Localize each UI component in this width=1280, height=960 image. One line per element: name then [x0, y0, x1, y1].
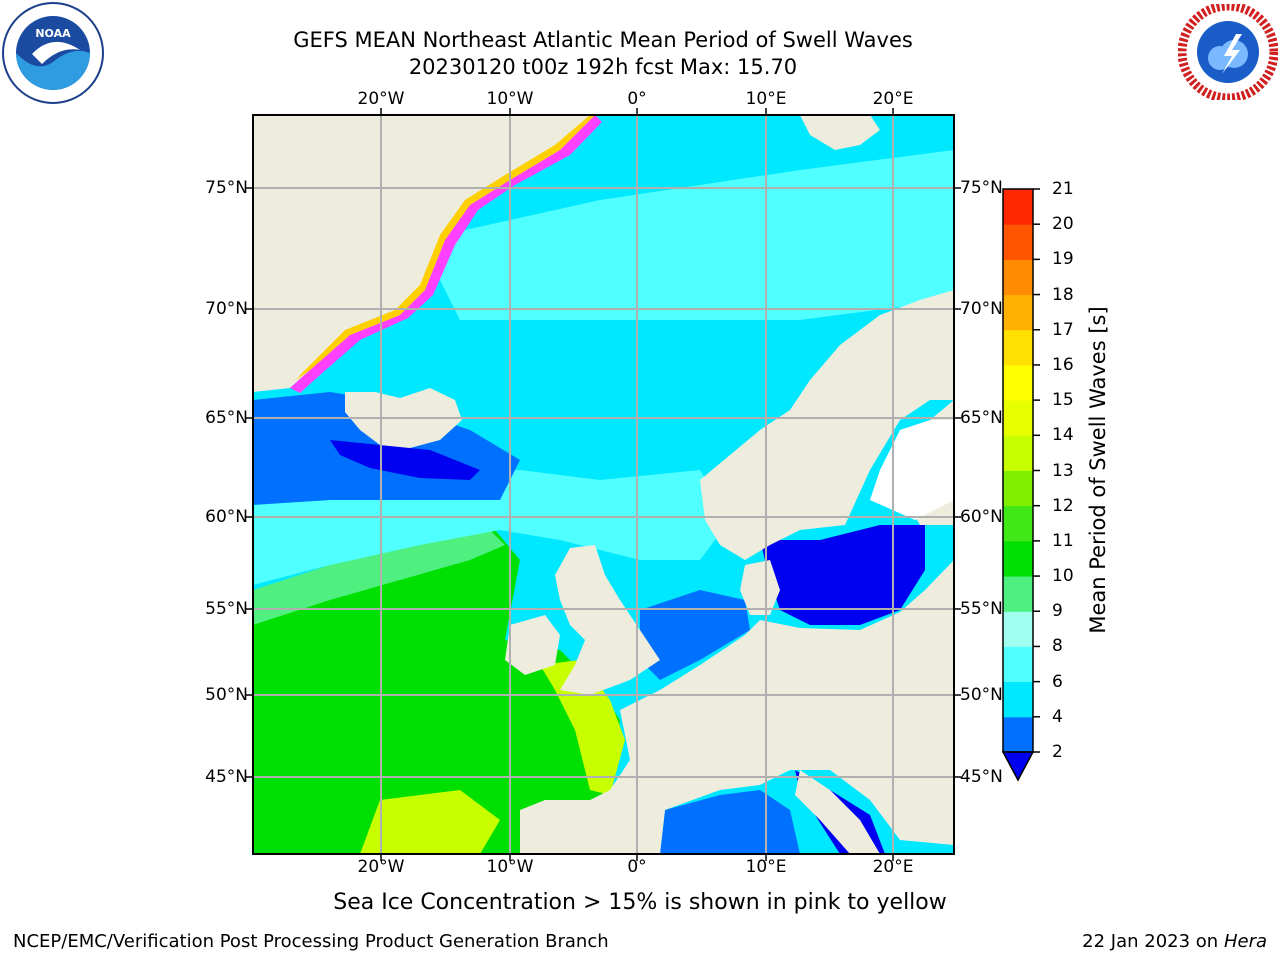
- noaa-logo-icon: NOAA: [2, 2, 104, 104]
- colorbar-tick-label: 18: [1052, 284, 1074, 305]
- nws-logo-icon: [1178, 4, 1278, 100]
- colorbar-tick-label: 16: [1052, 354, 1074, 375]
- swell-zone-light-cyan-north: [420, 150, 954, 320]
- continental-europe-land: [520, 560, 954, 854]
- svg-text:NOAA: NOAA: [35, 27, 71, 40]
- sea-ice-band: [290, 115, 602, 393]
- colorbar-segment: [1003, 470, 1033, 507]
- lat-label-left: 70°N: [205, 299, 248, 319]
- lat-label-left: 75°N: [205, 178, 248, 198]
- colorbar-segment: [1003, 189, 1033, 225]
- footer-date-text: 22 Jan 2023 on: [1082, 931, 1219, 952]
- lon-label-top: 20°W: [357, 89, 405, 109]
- gulf-of-bothnia: [870, 420, 954, 520]
- colorbar-segment: [1003, 400, 1033, 436]
- greenland-land: [253, 115, 595, 392]
- lon-label-top: 10°W: [486, 89, 534, 109]
- denmark-land: [740, 560, 780, 615]
- footer-organization: NCEP/EMC/Verification Post Processing Pr…: [13, 931, 609, 952]
- colorbar-tick-label: 15: [1052, 390, 1074, 411]
- footer-host: Hera: [1223, 931, 1267, 952]
- colorbar-tick-label: 2: [1052, 742, 1063, 762]
- swell-zone-yellow-green: [360, 790, 500, 854]
- lon-label-bottom: 10°W: [486, 857, 534, 877]
- colorbar-tick-label: 12: [1052, 495, 1074, 516]
- lat-label-left: 50°N: [205, 685, 248, 705]
- sea-ice-caption: Sea Ice Concentration > 15% is shown in …: [333, 890, 947, 915]
- colorbar-segment: [1003, 576, 1033, 612]
- colorbar-segment: [1003, 259, 1033, 296]
- lat-label-right: 65°N: [960, 408, 1003, 428]
- ireland-land: [505, 615, 560, 675]
- colorbar-segment: [1003, 294, 1033, 331]
- colorbar-segment: [1003, 505, 1033, 542]
- lon-label-bottom: 10°E: [745, 857, 787, 877]
- colorbar-tick-label: 11: [1052, 530, 1074, 551]
- lat-label-left: 65°N: [205, 408, 248, 428]
- colorbar-tick-label: 10: [1052, 566, 1074, 587]
- lat-label-right: 75°N: [960, 178, 1003, 198]
- colorbar-segment: [1003, 329, 1033, 366]
- colorbar-tick-label: 14: [1052, 425, 1074, 446]
- swell-zone-green: [253, 530, 620, 854]
- colorbar-tick-label: 9: [1052, 601, 1063, 622]
- chart-subtitle: 20230120 t00z 192h fcst Max: 15.70: [408, 55, 798, 79]
- scandinavia-land: [700, 290, 954, 560]
- lat-label-right: 60°N: [960, 507, 1003, 527]
- colorbar-segment: [1003, 364, 1033, 401]
- colorbar-tick-label: 4: [1052, 706, 1063, 727]
- map-frame: [252, 114, 955, 855]
- lon-label-top: 20°E: [872, 89, 914, 109]
- map-ticks: [246, 108, 961, 861]
- lon-label-top: 10°E: [745, 89, 787, 109]
- colorbar-segment: [1003, 540, 1033, 577]
- colorbar-segment: [1003, 435, 1033, 471]
- colorbar-segment: [1003, 611, 1033, 647]
- footer-date: 22 Jan 2023 on Hera: [1082, 931, 1267, 952]
- colorbar-tick-label: 20: [1052, 214, 1074, 235]
- colorbar-tick-label: 8: [1052, 636, 1063, 657]
- colorbar-segment: [1003, 224, 1033, 260]
- colorbar-tick-label: 6: [1052, 671, 1063, 692]
- swell-zone-light-green: [253, 530, 505, 625]
- lat-label-right: 55°N: [960, 599, 1003, 619]
- colorbar-segment: [1003, 716, 1033, 753]
- colorbar-tick-label: 21: [1052, 179, 1074, 199]
- lon-label-bottom: 20°E: [872, 857, 914, 877]
- colorbar-tick-label: 17: [1052, 319, 1074, 340]
- svalbard-land: [800, 115, 880, 150]
- colorbar-tick-label: 13: [1052, 460, 1074, 481]
- colorbar-tick-label: 19: [1052, 249, 1074, 270]
- swell-zone-blue-northsea: [640, 590, 750, 680]
- italy-land: [795, 770, 880, 854]
- lat-label-right: 45°N: [960, 767, 1003, 787]
- lat-label-left: 55°N: [205, 599, 248, 619]
- lon-label-top: 0°: [627, 89, 647, 109]
- swell-zone-baltic: [760, 525, 925, 625]
- colorbar-extend-low: [1001, 751, 1035, 782]
- graticule: [253, 115, 954, 854]
- swell-zone-dark-blue-iceland: [330, 440, 480, 480]
- lon-label-bottom: 0°: [627, 857, 647, 877]
- sea-ice-band-inner: [296, 115, 595, 380]
- lat-label-right: 70°N: [960, 299, 1003, 319]
- lat-label-left: 45°N: [205, 767, 248, 787]
- lat-label-right: 50°N: [960, 685, 1003, 705]
- colorbar-label: Mean Period of Swell Waves [s]: [1086, 306, 1110, 634]
- colorbar-segment: [1003, 681, 1033, 718]
- lat-label-left: 60°N: [205, 507, 248, 527]
- great-britain-land: [555, 545, 660, 695]
- swell-zone-yellow-biscay: [540, 660, 625, 795]
- colorbar-segment: [1003, 646, 1033, 683]
- lon-label-bottom: 20°W: [357, 857, 405, 877]
- chart-title: GEFS MEAN Northeast Atlantic Mean Period…: [293, 28, 913, 52]
